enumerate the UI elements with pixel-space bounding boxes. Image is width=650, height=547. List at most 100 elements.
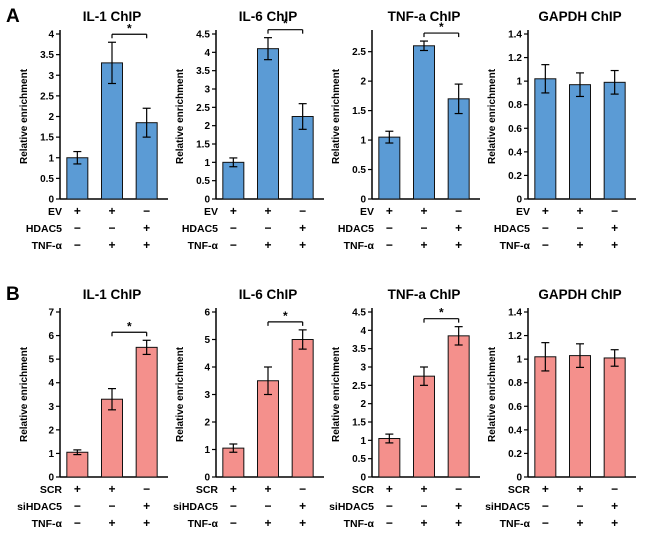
y-tick-label: 3 bbox=[360, 363, 366, 374]
y-tick-label: 3 bbox=[48, 402, 54, 413]
condition-symbol: − bbox=[386, 516, 393, 530]
condition-symbol: + bbox=[74, 204, 81, 218]
significance-star: * bbox=[439, 20, 444, 34]
condition-symbol: + bbox=[576, 516, 583, 530]
condition-row-label: siHDAC5 bbox=[17, 501, 62, 513]
condition-symbol: − bbox=[264, 499, 271, 513]
condition-symbol: + bbox=[420, 238, 427, 252]
chart-a-gapdh: GAPDH ChIP Relative enrichment 0 0.2 0.4 0.6 0… bbox=[484, 6, 640, 258]
condition-symbol: + bbox=[299, 238, 306, 252]
y-tick-label: 1 bbox=[516, 355, 522, 366]
condition-symbol: − bbox=[264, 221, 271, 235]
bar bbox=[257, 48, 279, 200]
condition-symbol: + bbox=[576, 204, 583, 218]
condition-symbol: − bbox=[230, 221, 237, 235]
condition-symbol: − bbox=[576, 499, 583, 513]
condition-symbol: − bbox=[143, 204, 150, 218]
bar bbox=[603, 81, 626, 200]
y-axis-label: Relative enrichment bbox=[175, 346, 186, 442]
condition-row-label: siHDAC5 bbox=[485, 501, 530, 513]
y-tick-label: 0.6 bbox=[508, 124, 522, 135]
condition-symbol: + bbox=[420, 204, 427, 218]
condition-symbol: + bbox=[420, 516, 427, 530]
y-tick-label: 1.2 bbox=[508, 331, 522, 342]
y-tick-label: 2.5 bbox=[40, 91, 54, 102]
y-axis-label: Relative enrichment bbox=[331, 68, 342, 164]
bar-chart-svg: TNF-a ChIP Relative enrichment 0 0.5 1 1.5 2 2.… bbox=[331, 9, 480, 252]
y-tick-label: 3.5 bbox=[352, 344, 366, 355]
condition-symbol: + bbox=[264, 204, 271, 218]
y-tick-label: 6 bbox=[204, 308, 210, 319]
y-tick-label: 1.5 bbox=[352, 418, 366, 429]
condition-symbol: − bbox=[230, 516, 237, 530]
y-tick-label: 0.8 bbox=[508, 100, 522, 111]
y-tick-label: 0 bbox=[48, 195, 54, 206]
condition-symbol: − bbox=[386, 238, 393, 252]
chart-b-il6: IL-6 ChIP Relative enrichment 0 1 2 3 4 5 6 * SCR +… bbox=[172, 284, 328, 536]
y-axis-label: Relative enrichment bbox=[487, 68, 498, 164]
y-tick-label: 4.5 bbox=[196, 30, 210, 41]
y-tick-label: 0.5 bbox=[196, 176, 210, 187]
y-tick-label: 2 bbox=[204, 418, 210, 429]
condition-symbol: − bbox=[386, 499, 393, 513]
y-tick-label: 4 bbox=[48, 30, 54, 41]
significance-star: * bbox=[283, 309, 288, 323]
condition-symbol: − bbox=[455, 482, 462, 496]
condition-symbol: + bbox=[74, 482, 81, 496]
y-tick-label: 1.4 bbox=[508, 30, 522, 41]
y-tick-label: 0.2 bbox=[508, 449, 522, 460]
condition-symbol: + bbox=[455, 221, 462, 235]
condition-symbol: + bbox=[455, 499, 462, 513]
chart-title: IL-1 ChIP bbox=[83, 287, 142, 302]
condition-symbol: − bbox=[299, 204, 306, 218]
condition-symbol: − bbox=[420, 221, 427, 235]
condition-row-label: HDAC5 bbox=[338, 223, 374, 235]
condition-symbol: − bbox=[74, 516, 81, 530]
chart-title: TNF-a ChIP bbox=[388, 9, 461, 24]
y-tick-label: 0 bbox=[204, 195, 210, 206]
condition-symbol: − bbox=[230, 238, 237, 252]
y-tick-label: 1 bbox=[360, 436, 366, 447]
bar bbox=[66, 451, 89, 478]
chart-a-tnf: TNF-a ChIP Relative enrichment 0 0.5 1 1.5 2 2.… bbox=[328, 6, 484, 258]
condition-row-label: TNF-α bbox=[32, 240, 63, 252]
condition-row-label: TNF-α bbox=[500, 518, 531, 530]
condition-symbol: − bbox=[542, 238, 549, 252]
chart-a-il1: IL-1 ChIP Relative enrichment 0 0.5 1 1.5 2 2.5… bbox=[16, 6, 172, 258]
condition-symbol: + bbox=[108, 238, 115, 252]
condition-symbol: + bbox=[611, 221, 618, 235]
condition-symbol: + bbox=[143, 221, 150, 235]
y-tick-label: 2 bbox=[48, 112, 54, 123]
condition-symbol: + bbox=[264, 516, 271, 530]
panel-b: B IL-1 ChIP Relative enrichment 0 1 2 3 4 5 6 7 * S… bbox=[0, 284, 650, 536]
y-tick-label: 2 bbox=[204, 121, 210, 132]
y-tick-label: 2.5 bbox=[196, 103, 210, 114]
condition-row-label: TNF-α bbox=[188, 240, 219, 252]
panel-a: A IL-1 ChIP Relative enrichment 0 0.5 1 1.5 2 2… bbox=[0, 6, 650, 258]
panel-a-label: A bbox=[6, 6, 20, 27]
bar-chart-svg: IL-1 ChIP Relative enrichment 0 1 2 3 4 5 6 7 * SCR… bbox=[17, 287, 168, 530]
bar bbox=[603, 357, 626, 478]
y-tick-label: 0 bbox=[516, 195, 522, 206]
condition-row-label: TNF-α bbox=[344, 240, 375, 252]
significance-star: * bbox=[439, 306, 444, 320]
condition-row-label: siHDAC5 bbox=[173, 501, 218, 513]
condition-symbol: + bbox=[299, 516, 306, 530]
condition-symbol: + bbox=[455, 238, 462, 252]
condition-row-label: TNF-α bbox=[32, 518, 63, 530]
condition-row-label: siHDAC5 bbox=[329, 501, 374, 513]
bar bbox=[135, 346, 158, 478]
condition-symbol: + bbox=[230, 204, 237, 218]
chart-title: IL-6 ChIP bbox=[239, 287, 298, 302]
chart-title: TNF-a ChIP bbox=[388, 287, 461, 302]
y-tick-label: 0 bbox=[204, 473, 210, 484]
bar-chart-svg: IL-1 ChIP Relative enrichment 0 0.5 1 1.5 2 2.5… bbox=[19, 9, 168, 252]
condition-symbol: + bbox=[542, 482, 549, 496]
y-tick-label: 1 bbox=[204, 445, 210, 456]
y-tick-label: 1 bbox=[48, 449, 54, 460]
condition-row-label: HDAC5 bbox=[182, 223, 218, 235]
bar-chart-svg: IL-6 ChIP Relative enrichment 0 1 2 3 4 5 6 * SCR +… bbox=[173, 287, 324, 530]
condition-symbol: − bbox=[74, 499, 81, 513]
condition-row-label: SCR bbox=[196, 484, 219, 496]
